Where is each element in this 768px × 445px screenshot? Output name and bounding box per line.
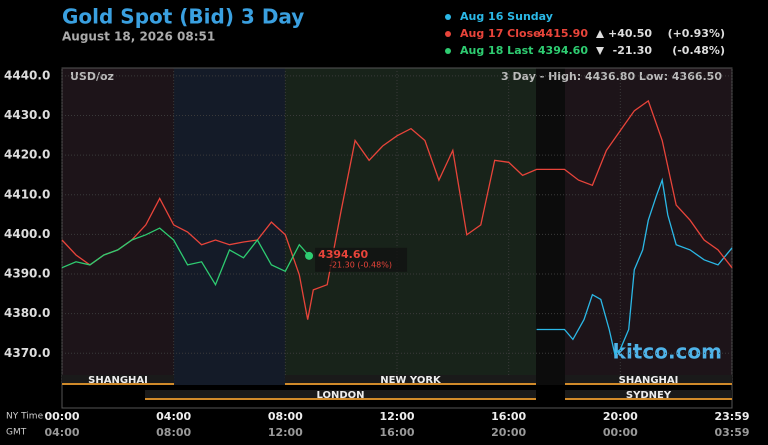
legend-arrow [596,47,604,55]
session-band [285,375,536,384]
x-tick-label: 16:00 [491,410,526,423]
unit-label: USD/oz [70,70,114,83]
x2-tick-label: 04:00 [44,426,79,439]
x2-tick-label: 00:00 [603,426,638,439]
zone [174,68,285,385]
legend-change-pct: (+0.93%) [668,27,725,40]
last-box [315,247,408,272]
session-label: SHANGHAI [88,375,148,386]
x2-axis-label: GMT [6,428,27,438]
x-tick-label: 08:00 [268,410,303,423]
legend-change-pct: (-0.48%) [672,44,725,57]
chart-title: Gold Spot (Bid) 3 Day [62,5,304,29]
session-band [62,375,174,384]
session-band [565,375,732,384]
y-tick-label: 4400.0 [4,227,50,241]
session-band [145,390,536,399]
legend-marker [445,31,451,37]
session-label: LONDON [316,390,364,401]
legend-label: Aug 16 Sunday [460,10,553,23]
series-line [61,227,310,287]
brand: kitco.com [613,340,722,364]
series-line [61,99,733,320]
legend-last: 4415.90 [538,27,588,40]
session-label: SYDNEY [626,390,672,401]
x-tick-label: 04:00 [156,410,191,423]
zone [536,68,565,385]
y-tick-label: 4390.0 [4,267,50,281]
zone [565,68,732,385]
x2-tick-label: 20:00 [491,426,526,439]
legend-last: 4394.60 [538,44,588,57]
y-tick-label: 4420.0 [4,148,50,162]
x-tick-label: 20:00 [603,410,638,423]
y-tick-label: 4430.0 [4,108,50,122]
legend-label: Aug 18 Last [460,44,533,57]
x-tick-label: 23:59 [714,410,749,423]
series-line [536,177,733,356]
subtitle: August 18, 2026 08:51 [62,30,215,44]
x-tick-label: 00:00 [44,410,79,423]
x2-tick-label: 03:59 [714,426,749,439]
zone [62,68,174,385]
legend-change: +40.50 [608,27,652,40]
x2-tick-label: 16:00 [379,426,414,439]
x-tick-label: 12:00 [379,410,414,423]
last-change-label: -21.30 (-0.48%) [329,260,392,269]
legend-marker [445,48,451,54]
session-label: SHANGHAI [619,375,679,386]
zone [285,68,536,385]
range-note: 3 Day - High: 4436.80 Low: 4366.50 [501,70,722,83]
x-axis-label: NY Time [6,412,44,422]
legend-marker [445,14,451,20]
x2-tick-label: 08:00 [156,426,191,439]
last-label: 4394.60 [318,248,368,261]
y-tick-label: 4410.0 [4,187,50,201]
session-band [565,390,732,399]
legend-change: -21.30 [613,44,653,57]
last-point [305,251,314,260]
x2-tick-label: 12:00 [268,426,303,439]
y-tick-label: 4370.0 [4,346,50,360]
y-tick-label: 4440.0 [4,68,50,82]
legend-label: Aug 17 Close [460,27,541,40]
legend-arrow [596,30,604,38]
session-label: NEW YORK [380,375,442,386]
y-tick-label: 4380.0 [4,306,50,320]
